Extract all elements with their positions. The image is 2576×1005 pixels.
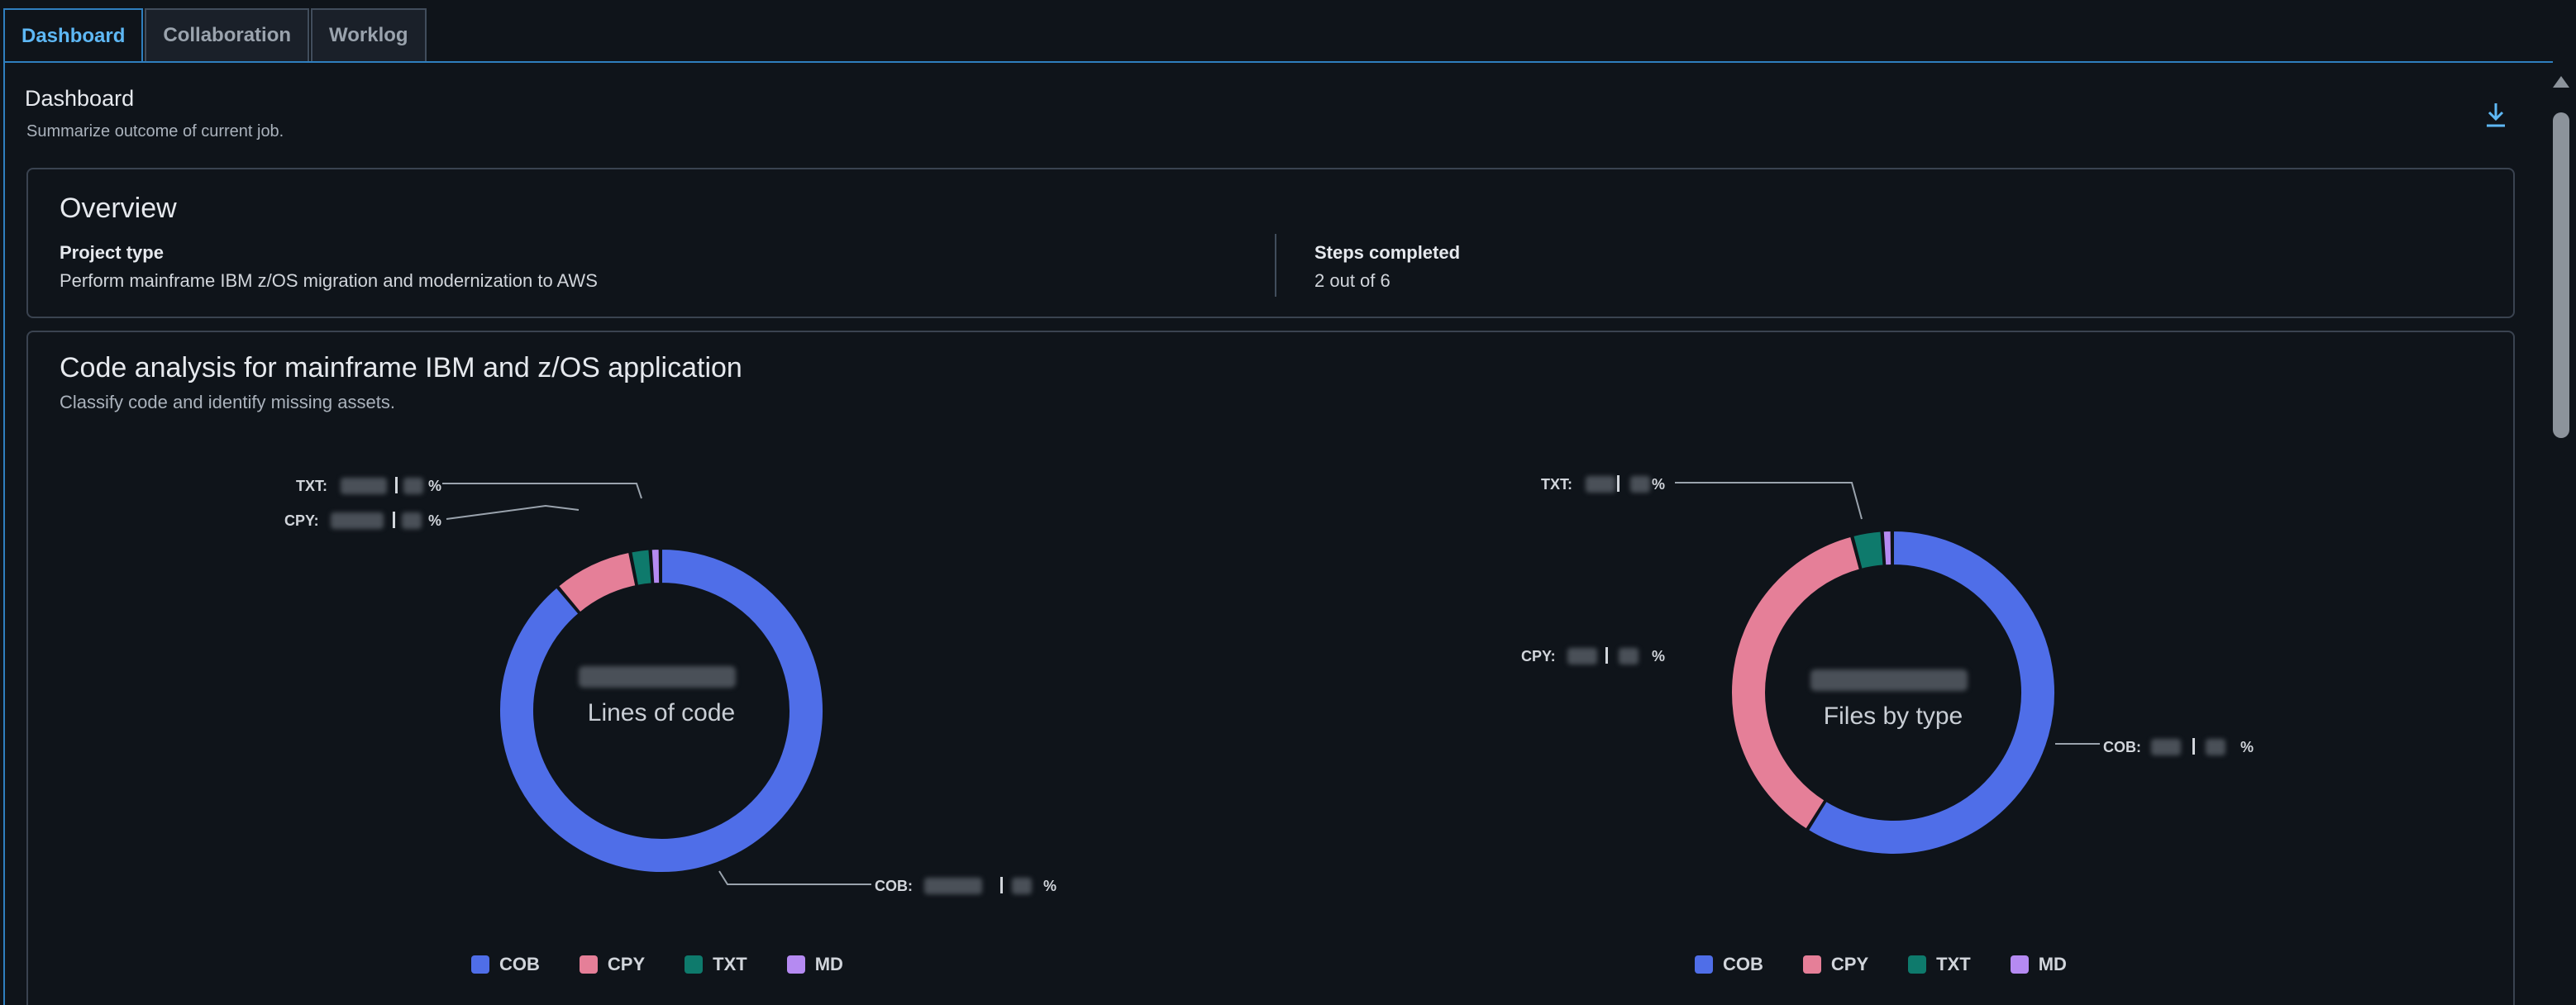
project-type-label: Project type: [60, 242, 164, 263]
scrollbar-thumb[interactable]: [2553, 112, 2569, 438]
legend-item-cpy[interactable]: CPY: [579, 954, 646, 975]
legend-swatch-cob: [1695, 955, 1713, 974]
slice-percent-redacted-txt: [403, 478, 423, 494]
center-value-redacted: [579, 666, 736, 688]
slice-label-txt: TXT:: [296, 478, 327, 494]
slice-value-redacted-cpy: [1567, 648, 1597, 664]
legend-item-cpy[interactable]: CPY: [1802, 954, 1869, 975]
tab-underline: [3, 61, 2553, 63]
callout-line-cob: [718, 870, 871, 885]
slice-separator-txt: [1617, 475, 1620, 492]
donut-slice-cpy: [556, 550, 637, 614]
code-analysis-title: Code analysis for mainframe IBM and z/OS…: [60, 352, 742, 383]
slice-percent-redacted-cob: [2206, 739, 2225, 755]
legend-swatch-txt: [685, 955, 704, 974]
legend-item-txt[interactable]: TXT: [1908, 954, 1971, 975]
legend-swatch-txt: [1908, 955, 1927, 974]
overview-card: Overview Project type Perform mainframe …: [26, 168, 2515, 318]
download-icon[interactable]: [2483, 101, 2508, 129]
legend-swatch-md: [2010, 955, 2029, 974]
steps-completed-value: 2 out of 6: [1314, 270, 1391, 291]
overview-title: Overview: [60, 193, 177, 224]
slice-percent-redacted-cob: [1012, 878, 1032, 894]
donut-slice-md: [650, 548, 661, 585]
slice-percent-sign-cob: %: [1043, 878, 1057, 894]
slice-percent-redacted-txt: [1630, 476, 1650, 493]
legend-item-md[interactable]: MD: [2010, 954, 2067, 975]
legend-item-md[interactable]: MD: [786, 954, 843, 975]
tab-worklog[interactable]: Worklog: [311, 8, 427, 61]
slice-percent-sign-cpy: %: [428, 512, 441, 529]
legend-label-cpy: CPY: [607, 954, 646, 974]
download-icon-glyph: [2487, 103, 2505, 127]
slice-percent-sign-txt: %: [428, 478, 441, 494]
overview-divider: [1275, 234, 1276, 297]
callout-line-txt: [442, 483, 642, 499]
donut-slice-cpy: [1729, 535, 1862, 831]
donut-slice-md: [1882, 530, 1893, 567]
legend-label-cob: COB: [1723, 954, 1763, 974]
donut-slice-cob: [499, 547, 824, 874]
slice-percent-redacted-cpy: [402, 512, 422, 529]
donut-slice-cob: [1806, 529, 2056, 855]
tab-bar: Dashboard Collaboration Worklog: [3, 8, 428, 63]
legend-item-txt[interactable]: TXT: [685, 954, 747, 975]
dashboard-panel: [3, 61, 2550, 1005]
slice-percent-sign-txt: %: [1652, 476, 1665, 493]
legend-swatch-cob: [471, 955, 489, 974]
project-type-value: Perform mainframe IBM z/OS migration and…: [60, 270, 598, 291]
donut-slice-txt: [630, 548, 653, 587]
legend-swatch-cpy: [1802, 955, 1821, 974]
legend-item-cob[interactable]: COB: [1695, 954, 1763, 975]
slice-separator-cpy: [1605, 647, 1608, 664]
slice-value-redacted-cob: [924, 878, 982, 894]
slice-separator-cob: [2192, 738, 2195, 755]
slice-label-cpy: CPY:: [1521, 648, 1556, 664]
donut-center-label: Files by type: [1824, 703, 1963, 730]
donut-center-label: Lines of code: [588, 699, 735, 726]
code-analysis-card: Code analysis for mainframe IBM and z/OS…: [26, 331, 2515, 1005]
code-analysis-subtitle: Classify code and identify missing asset…: [60, 392, 395, 412]
callout-line-cpy: [446, 504, 580, 520]
slice-separator-cpy: [393, 512, 395, 528]
slice-value-redacted-cpy: [331, 512, 384, 529]
slice-value-redacted-txt: [341, 478, 387, 494]
chart-legend-files-by-type: COB CPY TXT MD: [1695, 954, 2106, 975]
chart-legend-lines-of-code: COB CPY TXT MD: [471, 954, 883, 975]
legend-label-md: MD: [2038, 954, 2067, 974]
slice-label-txt: TXT:: [1541, 476, 1572, 493]
slice-separator-cob: [1000, 877, 1003, 893]
tab-dashboard[interactable]: Dashboard: [3, 8, 144, 63]
slice-label-cob: COB:: [875, 878, 913, 894]
slice-label-cpy: CPY:: [284, 512, 319, 529]
page-subtitle: Summarize outcome of current job.: [26, 122, 284, 141]
slice-percent-sign-cob: %: [2240, 739, 2254, 755]
callout-line-txt: [1675, 482, 1863, 520]
legend-label-cob: COB: [499, 954, 540, 974]
legend-swatch-cpy: [579, 955, 598, 974]
legend-item-cob[interactable]: COB: [471, 954, 540, 975]
donut-chart-1: Lines of code COB: % CPY: % TXT:%: [284, 477, 1057, 894]
slice-value-redacted-cob: [2151, 739, 2181, 755]
legend-label-cpy: CPY: [1830, 954, 1869, 974]
steps-completed-label: Steps completed: [1314, 242, 1461, 263]
scroll-up-arrow-icon[interactable]: [2553, 76, 2569, 88]
page-title: Dashboard: [25, 86, 135, 111]
legend-label-md: MD: [814, 954, 843, 974]
legend-label-txt: TXT: [1936, 954, 1971, 974]
slice-label-cob: COB:: [2103, 739, 2141, 755]
donut-slice-txt: [1852, 530, 1885, 571]
slice-percent-sign-cpy: %: [1652, 648, 1665, 664]
center-value-redacted: [1810, 669, 1968, 691]
legend-swatch-md: [786, 955, 805, 974]
donut-chart-2: Files by type COB: % CPY: % TXT:%: [1521, 475, 2254, 855]
slice-percent-redacted-cpy: [1619, 648, 1639, 664]
slice-value-redacted-txt: [1586, 476, 1615, 493]
slice-separator-txt: [395, 477, 398, 493]
legend-label-txt: TXT: [713, 954, 747, 974]
tab-collaboration[interactable]: Collaboration: [145, 8, 310, 61]
